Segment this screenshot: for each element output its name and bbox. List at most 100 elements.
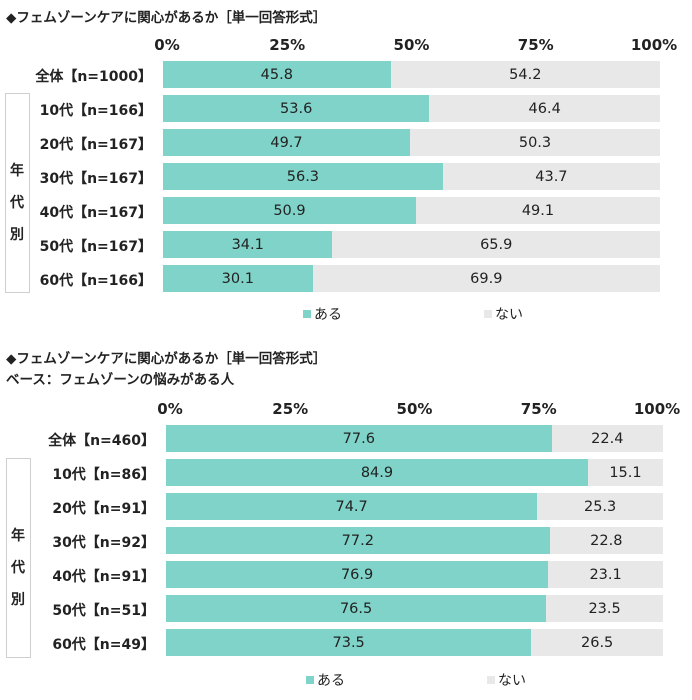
data-label: 53.6 (280, 100, 313, 117)
legend-swatch (484, 310, 492, 318)
x-tick-label: 25% (272, 400, 309, 418)
data-label: 50.9 (273, 202, 306, 219)
chart-interest-all: ◆フェムゾーンケアに関心があるか［単一回答形式］ 0% 25% 50% 75% 100% 年… (0, 0, 692, 330)
data-label: 23.1 (589, 566, 622, 583)
bar-segment-aru (166, 561, 549, 588)
bar-segment-nai (442, 163, 660, 190)
data-label: 76.9 (340, 566, 374, 583)
bar-segment-aru (166, 425, 552, 452)
legend-entry: ある (314, 307, 342, 323)
bar-segment-aru (166, 527, 550, 554)
legend-swatch (306, 676, 314, 684)
data-label: 73.5 (332, 634, 365, 651)
data-label: 26.5 (580, 634, 614, 651)
bar-segment-nai (531, 629, 663, 656)
x-tick-label: 25% (269, 36, 306, 54)
x-tick-label: 100% (633, 400, 681, 418)
age-group-label: 年代別 (7, 155, 27, 251)
category-label: 20代【n=91】 (52, 501, 155, 517)
bar-segment-aru (163, 197, 416, 224)
category-label: 10代【n=166】 (39, 103, 152, 119)
legend-entry: ある (317, 673, 345, 689)
category-label: 50代【n=167】 (39, 239, 152, 255)
data-label: 65.9 (480, 236, 513, 253)
category-label: 60代【n=166】 (39, 273, 152, 289)
data-label: 69.9 (470, 270, 503, 287)
data-label: 77.6 (342, 430, 375, 447)
age-group-bracket (6, 458, 31, 658)
bar-segment-nai (415, 197, 660, 224)
bar-segment-nai (410, 129, 660, 156)
data-label: 77.2 (341, 532, 374, 549)
age-group-label: 年代別 (8, 520, 28, 616)
data-label: 46.4 (528, 100, 561, 117)
chart-subtitle: ベース：フェムゾーンの悩みがある人 (6, 372, 235, 388)
category-label: 60代【n=49】 (52, 637, 155, 653)
bar-segment-aru (163, 163, 443, 190)
bar-segment-aru (163, 95, 430, 122)
bar-segment-aru (166, 493, 538, 520)
bar-segment-nai (312, 265, 660, 292)
x-tick-label: 0% (157, 400, 183, 418)
data-label: 49.1 (521, 202, 555, 219)
bar-segment-nai (546, 595, 663, 622)
legend-entry: ない (498, 673, 526, 689)
bar-segment-nai (537, 493, 663, 520)
age-group-label-char: 代 (11, 560, 25, 576)
category-label: 40代【n=91】 (52, 569, 155, 585)
bar-segment-aru (163, 61, 391, 88)
x-tick-label: 0% (154, 36, 180, 54)
category-label: 40代【n=167】 (39, 205, 152, 221)
bar-segment-nai (390, 61, 660, 88)
data-label: 15.1 (609, 464, 642, 481)
data-label: 74.7 (335, 498, 368, 515)
age-group-label-char: 別 (10, 227, 24, 243)
chart-title: ◆フェムゾーンケアに関心があるか［単一回答形式］ (6, 10, 327, 26)
data-label: 22.4 (591, 430, 624, 447)
legend-swatch (487, 676, 495, 684)
data-label: 43.7 (535, 168, 568, 185)
data-label: 23.5 (588, 600, 621, 617)
data-label: 25.3 (583, 498, 617, 515)
bar-segment-nai (332, 231, 660, 258)
bar-segment-aru (163, 129, 410, 156)
age-group-label-char: 年 (11, 528, 25, 544)
data-label: 34.1 (231, 236, 264, 253)
data-label: 76.5 (339, 600, 373, 617)
bar-segment-nai (587, 459, 663, 486)
category-label: 20代【n=167】 (39, 137, 152, 153)
data-label: 54.2 (509, 66, 542, 83)
category-label: 30代【n=167】 (39, 171, 152, 187)
category-label: 50代【n=51】 (52, 603, 155, 619)
chart-interest-with-concerns: ◆フェムゾーンケアに関心があるか［単一回答形式］ ベース：フェムゾーンの悩みがある… (0, 340, 692, 700)
x-tick-label: 50% (393, 36, 430, 54)
legend-entry: ない (495, 307, 523, 323)
bar-segment-aru (163, 231, 333, 258)
data-label: 49.7 (270, 134, 303, 151)
x-tick-label: 75% (517, 36, 554, 54)
bar-segment-aru (166, 459, 588, 486)
x-tick-label: 50% (396, 400, 433, 418)
legend-swatch (303, 310, 311, 318)
category-label: 10代【n=86】 (52, 467, 155, 483)
bar-segment-aru (166, 595, 547, 622)
bar-segment-nai (551, 425, 663, 452)
chart-title: ◆フェムゾーンケアに関心があるか［単一回答形式］ (6, 351, 327, 367)
data-label: 84.9 (360, 464, 394, 481)
data-label: 50.3 (518, 134, 552, 151)
category-label: 全体【n=1000】 (35, 69, 152, 85)
age-group-bracket (5, 93, 30, 293)
age-group-label-char: 代 (10, 195, 24, 211)
category-label: 全体【n=460】 (48, 433, 155, 449)
x-tick-label: 75% (520, 400, 557, 418)
x-tick-label: 100% (630, 36, 678, 54)
data-label: 45.8 (260, 66, 293, 83)
bar-segment-nai (548, 561, 663, 588)
bar-segment-aru (163, 265, 313, 292)
category-label: 30代【n=92】 (52, 535, 155, 551)
data-label: 30.1 (221, 270, 254, 287)
data-label: 56.3 (286, 168, 320, 185)
bar-segment-nai (549, 527, 663, 554)
bar-segment-nai (429, 95, 660, 122)
age-group-label-char: 年 (10, 163, 24, 179)
